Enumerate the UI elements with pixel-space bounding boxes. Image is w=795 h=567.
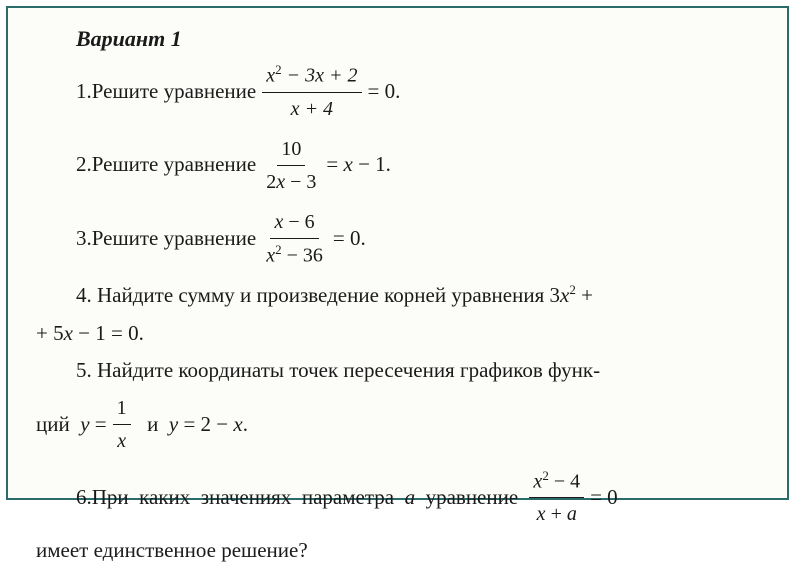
- variant-title: Вариант 1: [76, 26, 759, 52]
- problem-2: 2. Решите уравнение 10 2x − 3 = x − 1.: [76, 134, 759, 197]
- problem-5-line2b: и y = 2 − x.: [137, 409, 248, 441]
- frac-denominator: x2 − 36: [262, 239, 327, 271]
- problem-5-line2a: ций y =: [36, 409, 107, 441]
- problem-3-tail: = 0.: [333, 223, 366, 255]
- problem-5-text1: Найдите координаты точек пересечения гра…: [97, 358, 600, 382]
- problem-3-fraction: x − 6 x2 − 36: [262, 207, 327, 271]
- problem-6-text1: При каких значениях параметра a уравнени…: [92, 482, 524, 514]
- problem-2-fraction: 10 2x − 3: [262, 134, 320, 197]
- problem-1-tail: = 0.: [368, 76, 401, 108]
- problem-4: 4. Найдите сумму и произведение корней у…: [76, 280, 759, 312]
- frac-numerator: x2 − 4: [529, 466, 584, 499]
- problem-4-text1: Найдите сумму и произведение корней урав…: [97, 283, 560, 307]
- frac-numerator: x2 − 3x + 2: [262, 60, 361, 93]
- document-frame: Вариант 1 1. Решите уравнение x2 − 3x + …: [6, 6, 789, 500]
- problem-5-fraction: 1 x: [113, 393, 131, 456]
- problem-4-number: 4.: [76, 283, 97, 307]
- problem-4-line2: + 5x − 1 = 0.: [36, 318, 759, 350]
- frac-numerator: 10: [277, 134, 305, 166]
- problem-6-number: 6.: [76, 482, 92, 514]
- problem-1-text: Решите уравнение: [92, 76, 256, 108]
- frac-denominator: x + 4: [287, 93, 337, 124]
- problem-6: 6. При каких значениях параметра a уравн…: [76, 466, 759, 530]
- problem-2-tail: = x − 1.: [326, 149, 391, 181]
- problem-6-tail: = 0: [590, 482, 618, 514]
- problem-3-number: 3.: [76, 223, 92, 255]
- frac-denominator: 2x − 3: [262, 166, 320, 197]
- problem-3: 3. Решите уравнение x − 6 x2 − 36 = 0.: [76, 207, 759, 271]
- problem-6-line2: имеет единственное решение?: [36, 535, 759, 567]
- problem-1-number: 1.: [76, 76, 92, 108]
- problem-5-line2: ций y = 1 x и y = 2 − x.: [36, 393, 759, 456]
- problem-1: 1. Решите уравнение x2 − 3x + 2 x + 4 = …: [76, 60, 759, 124]
- problem-4-var: x: [560, 283, 569, 307]
- problem-6-fraction: x2 − 4 x + a: [529, 466, 584, 530]
- frac-denominator: x + a: [533, 498, 581, 529]
- frac-denominator: x: [113, 425, 130, 456]
- problem-2-text: Решите уравнение: [92, 149, 256, 181]
- frac-numerator: 1: [113, 393, 131, 425]
- frac-numerator: x − 6: [270, 207, 318, 239]
- problem-5: 5. Найдите координаты точек пересечения …: [76, 355, 759, 387]
- problem-5-number: 5.: [76, 358, 97, 382]
- problem-1-fraction: x2 − 3x + 2 x + 4: [262, 60, 361, 124]
- problem-3-text: Решите уравнение: [92, 223, 256, 255]
- problem-4-text2: +: [576, 283, 593, 307]
- problem-2-number: 2.: [76, 149, 92, 181]
